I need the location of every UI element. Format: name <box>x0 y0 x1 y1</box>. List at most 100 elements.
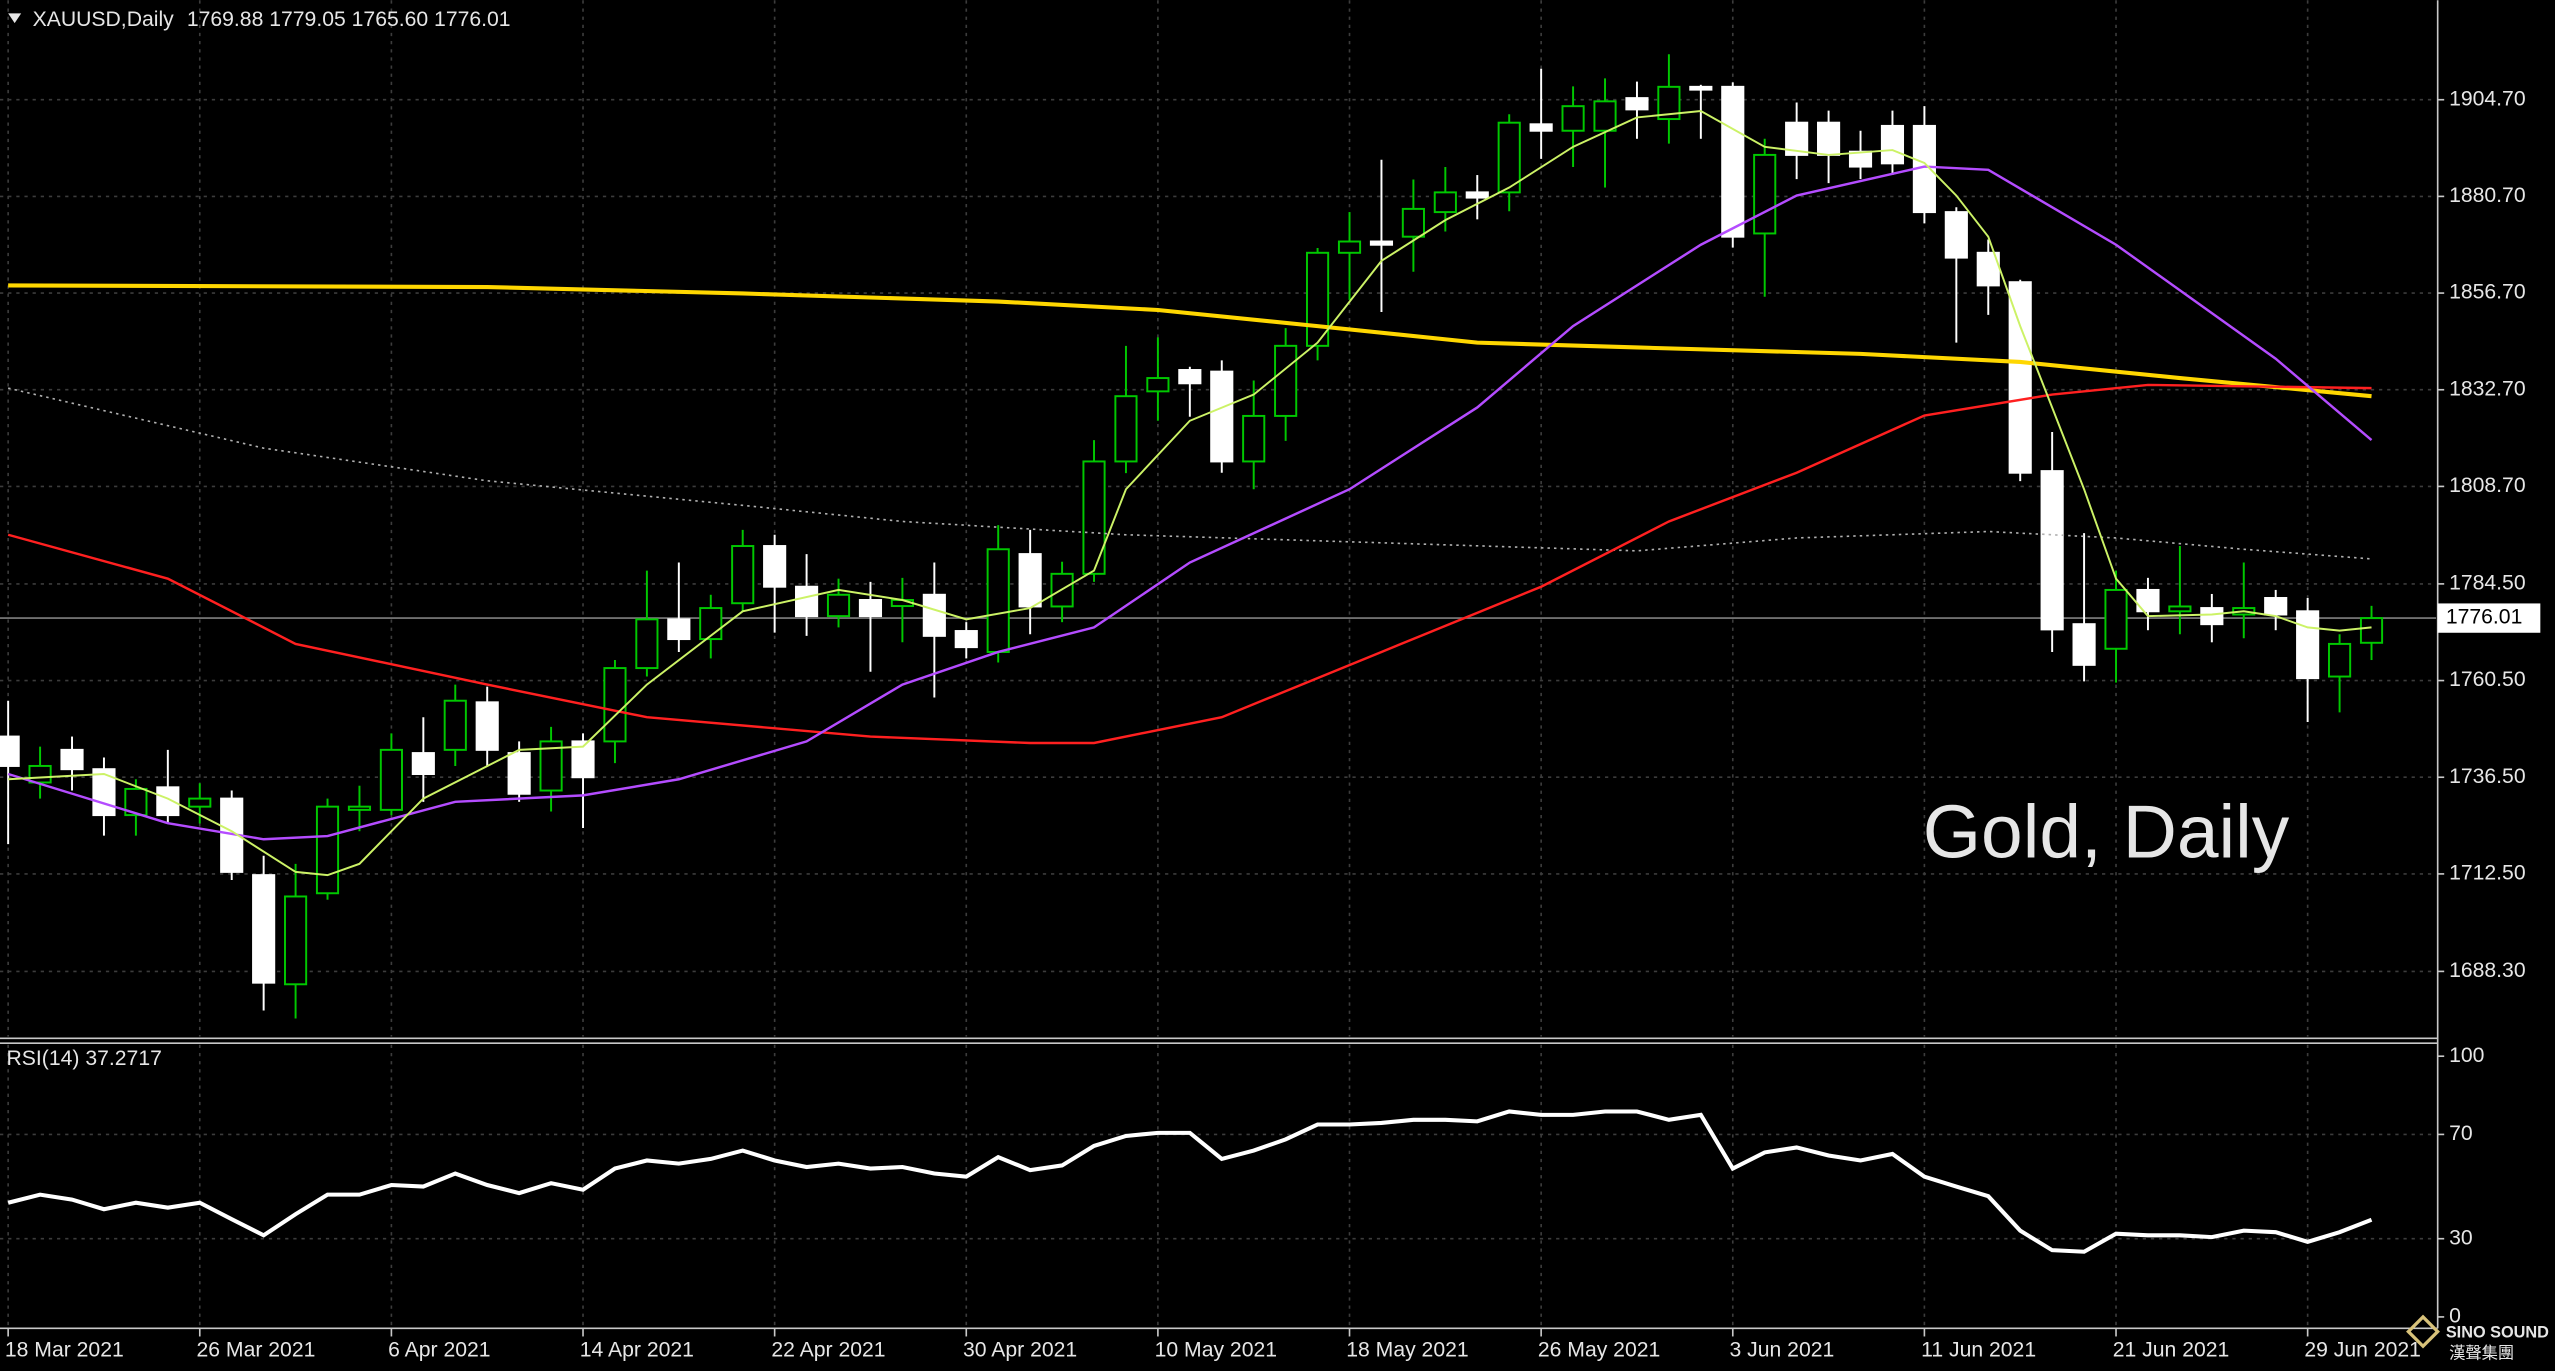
candle-body <box>539 740 563 792</box>
y-tick-label: 1856.70 <box>2449 281 2526 304</box>
candle-body <box>1625 97 1649 111</box>
candle-body <box>1114 395 1138 463</box>
candle-body <box>1082 460 1106 575</box>
candle-body <box>2104 588 2128 650</box>
candle-body <box>156 786 180 817</box>
y-tick-label: 1712.50 <box>2449 862 2526 885</box>
candle-body <box>1433 191 1457 214</box>
candle-body <box>1753 153 1777 235</box>
candle-body <box>2072 623 2096 666</box>
candle-body <box>1369 240 1394 246</box>
candle-body <box>699 607 723 641</box>
rsi-line <box>7 1109 2373 1254</box>
candle-body <box>1401 207 1425 238</box>
candle-body <box>826 593 851 618</box>
candle-body <box>1593 100 1617 132</box>
candle-body <box>1274 344 1298 417</box>
candle-body <box>2296 610 2320 680</box>
candle-body <box>2040 470 2064 631</box>
rsi-title: RSI(14) 37.2717 <box>7 1047 162 1070</box>
candle-body <box>475 701 499 751</box>
x-tick-label: 6 Apr 2021 <box>388 1339 490 1362</box>
x-tick-label: 10 May 2021 <box>1155 1339 1277 1362</box>
y-tick-label: 1688.30 <box>2449 959 2526 982</box>
x-tick-label: 14 Apr 2021 <box>580 1339 694 1362</box>
header-arrow <box>8 13 22 24</box>
candle-body <box>1242 414 1266 463</box>
candle-body <box>252 874 276 984</box>
y-tick-label: 0 <box>2449 1305 2461 1328</box>
y-tick-label: 1784.50 <box>2449 571 2526 594</box>
candle-body <box>986 548 1010 653</box>
moving-average-line <box>7 387 2372 560</box>
candle-body <box>315 805 340 895</box>
x-tick-label: 30 Apr 2021 <box>963 1339 1077 1362</box>
candle-body <box>0 735 20 767</box>
x-tick-label: 18 Mar 2021 <box>5 1339 124 1362</box>
moving-average-line <box>7 165 2373 841</box>
candle-body <box>1497 121 1521 194</box>
candle-body <box>1465 191 1489 199</box>
x-tick-label: 29 Jun 2021 <box>2304 1339 2421 1362</box>
candle-body <box>635 618 659 670</box>
chart-subtitle: 1769.88 1779.05 1765.60 1776.01 <box>187 7 511 30</box>
moving-average-line <box>8 109 2372 877</box>
moving-average-line <box>8 283 2372 399</box>
candle-body <box>795 585 819 618</box>
candle-body <box>60 748 84 771</box>
candle-body <box>411 752 435 775</box>
candle-body <box>1944 211 1968 259</box>
candle-body <box>954 630 978 649</box>
candle-body <box>922 593 946 637</box>
candle-body <box>667 618 691 641</box>
candle-body <box>1146 377 1170 393</box>
y-tick-label: 1736.50 <box>2449 765 2526 788</box>
candle-body <box>858 599 883 618</box>
candle-body <box>2168 605 2192 613</box>
candle-body <box>507 752 531 795</box>
candle-body <box>1689 85 1713 91</box>
x-tick-label: 11 Jun 2021 <box>1921 1339 2036 1362</box>
logo-sub: 漢聲集團 <box>2449 1345 2514 1363</box>
x-tick-label: 18 May 2021 <box>1346 1339 1468 1362</box>
candle-body <box>1529 123 1553 132</box>
candle-body <box>284 895 308 986</box>
y-tick-label: 100 <box>2449 1044 2484 1067</box>
candle-body <box>1817 121 1841 156</box>
candle-body <box>603 667 627 743</box>
candle-body <box>2328 642 2352 678</box>
y-tick-label: 70 <box>2449 1122 2473 1145</box>
x-tick-label: 21 Jun 2021 <box>2113 1339 2230 1362</box>
y-tick-label: 1832.70 <box>2449 377 2526 400</box>
logo-icon <box>2406 1314 2440 1349</box>
candle-body <box>188 797 212 808</box>
chart-header: XAUUSD,Daily 1769.88 1779.05 1765.60 1776… <box>33 7 511 30</box>
y-tick-label: 1880.70 <box>2449 184 2526 207</box>
logo-name: SINO SOUND <box>2446 1324 2549 1342</box>
y-tick-label: 30 <box>2449 1226 2473 1249</box>
moving-average-line <box>7 383 2372 745</box>
candle-body <box>2200 607 2224 626</box>
y-tick-label: 1904.70 <box>2449 87 2526 110</box>
candle-body <box>571 740 595 779</box>
last-price-label: 1776.01 <box>2446 606 2523 629</box>
candle-body <box>2008 281 2032 474</box>
candle-body <box>1210 370 1234 463</box>
chart-title: XAUUSD,Daily <box>33 7 175 30</box>
candle-body <box>1306 251 1330 347</box>
candle-body <box>1721 85 1745 238</box>
candle-body <box>2264 597 2288 616</box>
x-tick-label: 3 Jun 2021 <box>1730 1339 1835 1362</box>
x-tick-label: 26 May 2021 <box>1538 1339 1660 1362</box>
candle-body <box>1657 85 1681 121</box>
candle-body <box>763 545 787 588</box>
watermark: Gold, Daily <box>1923 790 2290 874</box>
candle-body <box>1178 369 1202 385</box>
candle-body <box>92 768 116 817</box>
candle-body <box>443 699 467 751</box>
y-tick-label: 1808.70 <box>2449 474 2526 497</box>
candle-body <box>1561 105 1585 132</box>
logo: SINO SOUND 漢聲集團 <box>2406 1314 2549 1363</box>
candle-body <box>1337 240 1362 254</box>
